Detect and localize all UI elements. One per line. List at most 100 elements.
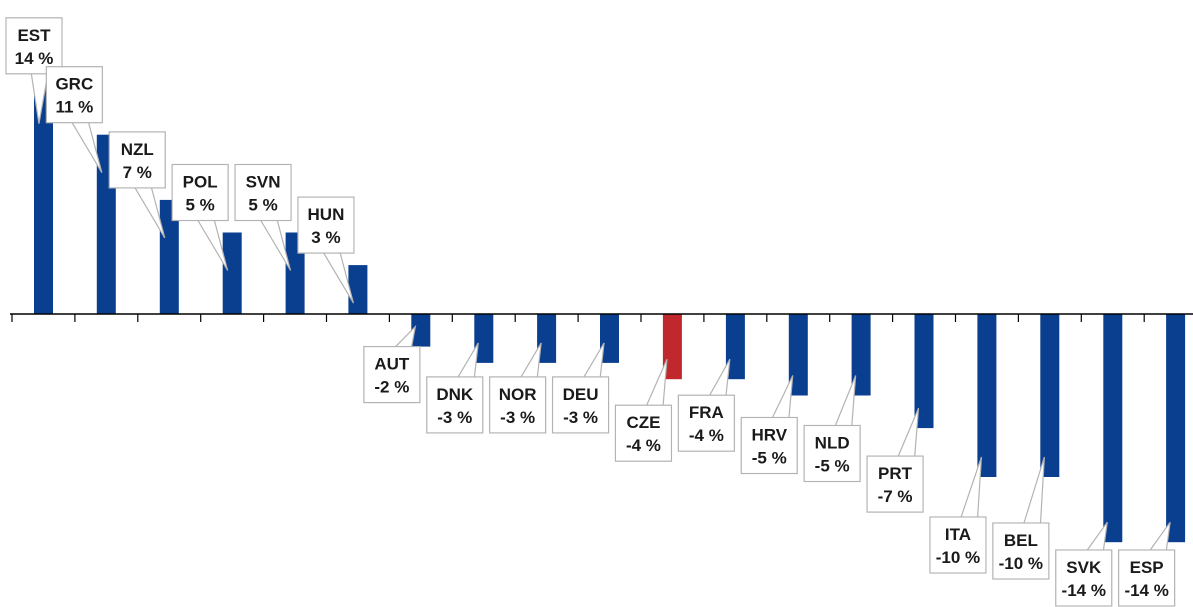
bars-group xyxy=(34,85,1186,543)
bar-fra xyxy=(725,314,745,380)
category-label: HRV xyxy=(751,426,787,445)
callout-fill xyxy=(6,18,62,74)
value-label: 5 % xyxy=(186,196,215,215)
data-label-dnk: DNK -3 % xyxy=(426,342,484,434)
bar-nzl xyxy=(159,199,179,314)
callout-fill xyxy=(427,377,482,433)
data-label-cze: CZE -4 % xyxy=(614,358,673,462)
callout-fill xyxy=(235,165,291,220)
data-label-bel: BEL -10 % xyxy=(992,456,1050,580)
data-label-est: EST 14 % xyxy=(5,17,63,124)
value-label: 5 % xyxy=(248,196,277,215)
data-label-pol: POL 5 % xyxy=(171,163,229,271)
value-label: -10 % xyxy=(999,554,1043,573)
data-label-fra: FRA -4 % xyxy=(677,358,735,452)
data-label-prt: PRT -7 % xyxy=(866,407,924,513)
bar-ita xyxy=(977,314,997,477)
value-label: -3 % xyxy=(500,408,535,427)
data-label-svn: SVN 5 % xyxy=(234,163,292,271)
callout-pointer xyxy=(1148,521,1171,552)
callout-fill xyxy=(742,418,797,473)
callout-fill xyxy=(1056,550,1111,606)
callout-fill xyxy=(1119,550,1174,606)
callout-fill xyxy=(47,67,102,122)
callout-fill xyxy=(110,132,165,188)
data-label-deu: DEU -3 % xyxy=(551,342,610,434)
value-label: 14 % xyxy=(15,49,54,68)
bar-esp xyxy=(1166,314,1186,543)
callout-pointer xyxy=(645,358,668,407)
callout-pointer xyxy=(771,375,794,420)
category-label: SVN xyxy=(246,173,281,192)
bar-dnk xyxy=(474,314,494,363)
data-label-hrv: HRV -5 % xyxy=(740,375,798,475)
callout-fill xyxy=(930,517,986,573)
category-label: GRC xyxy=(55,75,93,94)
callout-fill xyxy=(172,165,228,220)
category-label: HUN xyxy=(308,205,345,224)
callout-pointer xyxy=(959,456,983,519)
category-label: DEU xyxy=(563,385,599,404)
callout-fill xyxy=(364,347,420,402)
data-label-nzl: NZL 7 % xyxy=(108,131,166,239)
x-axis xyxy=(10,313,1193,322)
value-label: -4 % xyxy=(626,436,661,455)
category-label: SVK xyxy=(1066,558,1102,577)
bar-hun xyxy=(348,265,368,314)
category-label: FRA xyxy=(689,403,724,422)
bar-hrv xyxy=(788,314,808,396)
callout-fill xyxy=(298,197,354,253)
category-label: AUT xyxy=(374,355,410,374)
callout-pointer xyxy=(393,324,417,349)
callout-pointer xyxy=(896,407,920,458)
callout-pointer xyxy=(456,342,479,379)
bar-nor xyxy=(537,314,557,363)
category-label: ITA xyxy=(945,525,971,544)
bar-cze xyxy=(662,314,682,380)
category-label: NZL xyxy=(121,140,154,159)
category-label: POL xyxy=(183,173,218,192)
value-label: 7 % xyxy=(123,163,152,182)
value-label: -7 % xyxy=(878,487,913,506)
value-label: -4 % xyxy=(689,426,724,445)
category-label: PRT xyxy=(878,464,913,483)
category-label: EST xyxy=(17,26,51,45)
callout-fill xyxy=(616,406,671,461)
data-labels-group: EST 14 %GRC 11 % NZL 7 % POL 5 % SVN 5 % HUN 3 % AU… xyxy=(5,17,1176,607)
category-label: NLD xyxy=(815,434,850,453)
category-label: CZE xyxy=(626,413,660,432)
bar-nld xyxy=(851,314,871,396)
callout-pointer xyxy=(708,358,731,397)
data-label-ita: ITA -10 % xyxy=(929,456,987,574)
value-label: -3 % xyxy=(563,408,598,427)
bar-pol xyxy=(222,232,242,314)
data-label-aut: AUT -2 % xyxy=(363,324,421,404)
callout-fill xyxy=(679,396,734,451)
callout-pointer xyxy=(1022,456,1045,525)
bar-deu xyxy=(600,314,619,363)
value-label: 11 % xyxy=(55,98,93,117)
callout-pointer xyxy=(1085,521,1108,552)
callout-fill xyxy=(993,523,1049,579)
value-label: 3 % xyxy=(311,228,340,247)
category-label: DNK xyxy=(436,385,474,404)
data-label-nor: NOR -3 % xyxy=(489,342,547,434)
callout-fill xyxy=(804,426,860,481)
value-label: -14 % xyxy=(1124,581,1168,600)
category-label: ESP xyxy=(1130,558,1164,577)
value-label: -14 % xyxy=(1062,581,1106,600)
value-label: -5 % xyxy=(752,449,787,468)
category-label: BEL xyxy=(1004,531,1038,550)
data-label-svk: SVK -14 % xyxy=(1055,521,1113,607)
callout-pointer xyxy=(834,375,857,428)
bar-svk xyxy=(1103,314,1123,543)
callout-pointer xyxy=(519,342,542,379)
category-label: NOR xyxy=(499,385,537,404)
value-label: -3 % xyxy=(437,408,472,427)
value-label: -10 % xyxy=(936,548,980,567)
bar-bel xyxy=(1040,314,1060,477)
data-label-hun: HUN 3 % xyxy=(297,196,355,304)
data-label-esp: ESP -14 % xyxy=(1118,521,1176,607)
value-label: -2 % xyxy=(374,378,409,397)
